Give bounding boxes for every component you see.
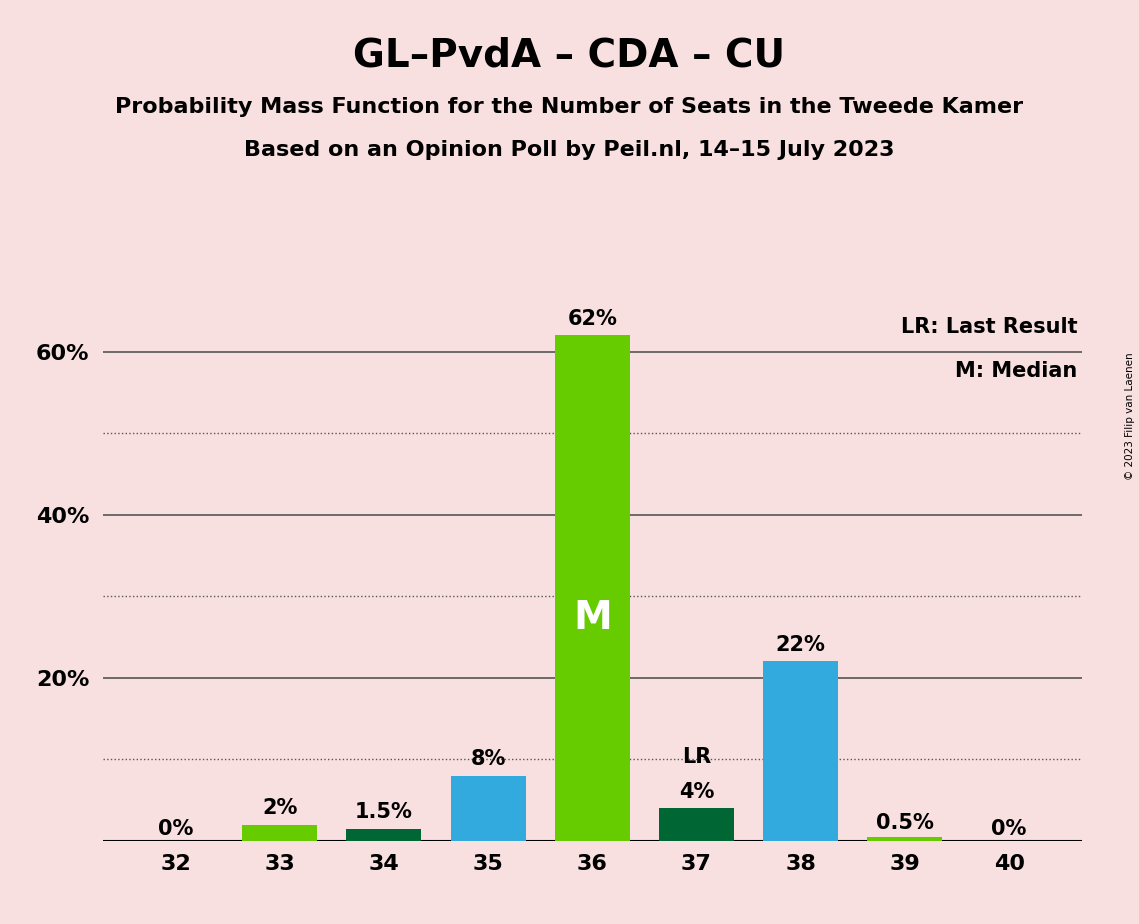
Bar: [555, 335, 630, 841]
Bar: [243, 824, 317, 841]
Bar: [868, 837, 942, 841]
Text: 62%: 62%: [567, 309, 617, 329]
Bar: [659, 808, 734, 841]
Text: 2%: 2%: [262, 798, 297, 818]
Text: LR: LR: [682, 748, 711, 768]
Text: 1.5%: 1.5%: [355, 802, 412, 822]
Text: 4%: 4%: [679, 782, 714, 802]
Bar: [763, 662, 838, 841]
Bar: [451, 775, 525, 841]
Text: Probability Mass Function for the Number of Seats in the Tweede Kamer: Probability Mass Function for the Number…: [115, 97, 1024, 117]
Bar: [346, 829, 421, 841]
Text: © 2023 Filip van Laenen: © 2023 Filip van Laenen: [1125, 352, 1134, 480]
Text: 8%: 8%: [470, 749, 506, 769]
Text: M: M: [573, 600, 612, 638]
Text: M: Median: M: Median: [954, 361, 1077, 382]
Text: LR: Last Result: LR: Last Result: [901, 317, 1077, 337]
Text: 0%: 0%: [158, 820, 194, 839]
Text: 0%: 0%: [991, 820, 1026, 839]
Text: Based on an Opinion Poll by Peil.nl, 14–15 July 2023: Based on an Opinion Poll by Peil.nl, 14–…: [244, 140, 895, 161]
Text: 22%: 22%: [776, 635, 826, 655]
Text: 0.5%: 0.5%: [876, 813, 934, 833]
Text: GL–PvdA – CDA – CU: GL–PvdA – CDA – CU: [353, 37, 786, 75]
